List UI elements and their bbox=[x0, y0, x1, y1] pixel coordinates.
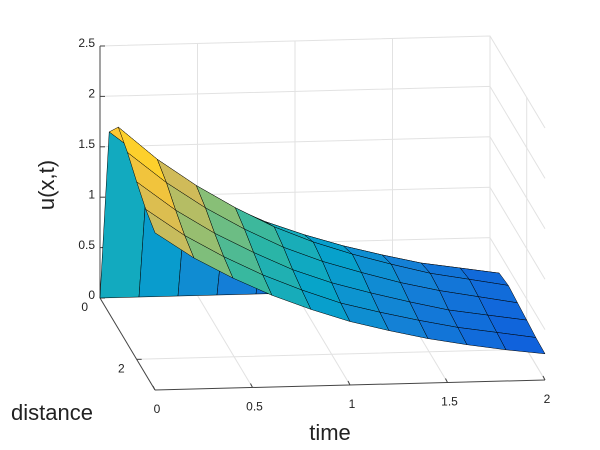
y-axis-label: distance bbox=[11, 400, 93, 425]
x-tick-label: 0.5 bbox=[246, 400, 263, 414]
x-tick-label: 1 bbox=[349, 397, 356, 411]
z-tick-label: 1.5 bbox=[78, 137, 95, 151]
x-tick-label: 2 bbox=[544, 392, 551, 406]
x-tick-label: 0 bbox=[154, 402, 161, 416]
x-tick bbox=[152, 385, 156, 391]
y-tick-label: 0 bbox=[81, 300, 88, 314]
x-tick bbox=[250, 383, 253, 388]
z-tick-label: 2.5 bbox=[78, 36, 95, 50]
axis-line bbox=[99, 297, 156, 391]
surface-patch bbox=[496, 332, 546, 355]
x-tick-label: 1.5 bbox=[441, 395, 458, 409]
y-tick-label: 2 bbox=[118, 362, 125, 376]
grid-line bbox=[99, 85, 546, 179]
grid-line bbox=[99, 35, 546, 129]
z-axis-label: u(x,t) bbox=[34, 160, 59, 210]
z-tick-label: 0.5 bbox=[78, 238, 95, 252]
z-tick-label: 2 bbox=[88, 87, 95, 101]
x-tick bbox=[542, 375, 546, 381]
z-tick-label: 0 bbox=[88, 288, 95, 302]
x-tick bbox=[445, 378, 448, 383]
x-axis-label: time bbox=[309, 420, 351, 445]
x-tick bbox=[347, 380, 351, 386]
grid-line bbox=[294, 41, 351, 386]
z-tick-label: 1 bbox=[88, 187, 95, 201]
